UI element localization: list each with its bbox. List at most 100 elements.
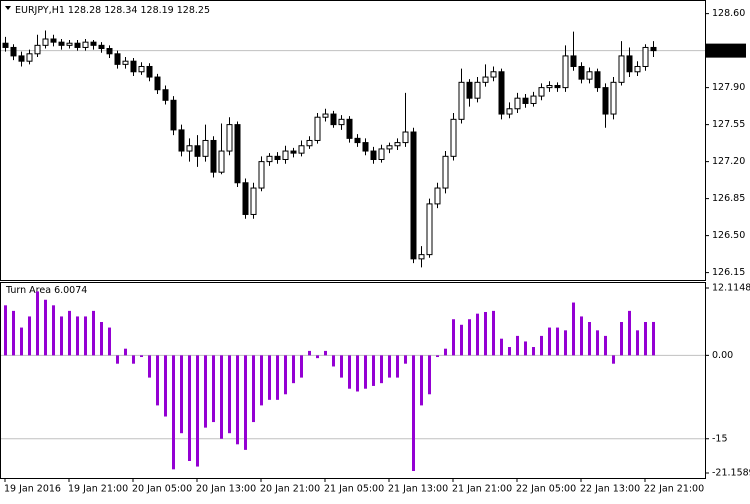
histogram-bar xyxy=(68,310,71,356)
x-tick-label: 20 Jan 21:00 xyxy=(260,484,320,495)
y-tick-label: 127.90 xyxy=(712,82,745,93)
histogram-bar xyxy=(644,321,647,356)
histogram-bar xyxy=(12,310,15,356)
histogram-bar xyxy=(188,355,191,461)
histogram-bar xyxy=(404,355,407,364)
histogram-bar xyxy=(652,321,655,356)
candle-body xyxy=(546,85,553,89)
histogram-bar xyxy=(460,324,463,356)
histogram-bar xyxy=(620,321,623,356)
histogram-bar xyxy=(452,319,455,356)
candle-body xyxy=(170,99,177,131)
candle-body xyxy=(578,65,585,80)
y-tick-label: -21.1589 xyxy=(712,468,750,479)
candle-body xyxy=(522,97,529,104)
histogram-bar xyxy=(108,327,111,356)
candle-body xyxy=(90,41,97,46)
candle-body xyxy=(250,187,257,215)
candle-body xyxy=(290,150,297,154)
y-tick-label: 12.1148 xyxy=(712,283,750,294)
histogram-bar xyxy=(484,311,487,356)
candle-body xyxy=(210,139,217,173)
last-low: 128.19 xyxy=(140,5,173,16)
histogram-bar xyxy=(140,355,143,358)
histogram-bar xyxy=(396,355,399,378)
histogram-bar xyxy=(300,355,303,378)
histogram-bar xyxy=(244,355,247,450)
candle-body xyxy=(378,148,385,160)
histogram-bar xyxy=(116,355,119,364)
last-close: 128.25 xyxy=(177,5,210,16)
histogram-bar xyxy=(564,330,567,356)
histogram-bar xyxy=(420,355,423,406)
symbol: EURJPY,H1 xyxy=(15,5,65,16)
candle-body xyxy=(34,44,41,55)
candle-body xyxy=(2,42,9,48)
x-tick-label: 22 Jan 05:00 xyxy=(516,484,576,495)
candle-body xyxy=(98,44,105,50)
candle-body xyxy=(10,46,17,57)
candle-body xyxy=(186,145,193,152)
histogram-bar xyxy=(260,355,263,406)
histogram-bar xyxy=(84,316,87,356)
candle-body xyxy=(570,55,577,67)
candle-body xyxy=(394,142,401,147)
last-price-box xyxy=(706,43,746,58)
candle-body xyxy=(274,155,281,160)
candle-body xyxy=(554,85,561,89)
candle-body xyxy=(282,150,289,160)
histogram-bar xyxy=(36,291,39,356)
histogram-bar xyxy=(412,355,415,472)
candle-body xyxy=(434,187,441,205)
candle-body xyxy=(482,76,489,83)
candle-body xyxy=(234,124,241,184)
y-tick-label: 126.85 xyxy=(712,193,745,204)
indicator-last: 6.0074 xyxy=(54,285,87,296)
candle-body xyxy=(538,87,545,97)
histogram-bar xyxy=(516,335,519,356)
histogram-bar xyxy=(580,316,583,356)
candle-body xyxy=(474,81,481,99)
histogram-bar xyxy=(204,355,207,428)
candle-body xyxy=(314,116,321,141)
histogram-bar xyxy=(476,313,479,356)
indicator-header: Turn Area 6.0074 xyxy=(5,285,87,296)
candle-body xyxy=(50,38,57,43)
histogram-bar xyxy=(612,355,615,364)
y-tick-label: 127.20 xyxy=(712,156,745,167)
candle-body xyxy=(194,145,201,157)
candle-body xyxy=(466,81,473,99)
candle-body xyxy=(370,150,377,160)
histogram-bar xyxy=(228,355,231,434)
histogram-bar xyxy=(148,355,151,378)
candle-body xyxy=(218,150,225,173)
candle-body xyxy=(506,108,513,115)
histogram-bar xyxy=(444,348,447,356)
candle-body xyxy=(202,139,209,157)
histogram-bar xyxy=(524,341,527,356)
candle-body xyxy=(530,95,537,104)
histogram-bar xyxy=(44,299,47,356)
candle-body xyxy=(106,48,113,55)
candle-body xyxy=(498,71,505,115)
candle-body xyxy=(162,89,169,101)
candle-body xyxy=(338,118,345,126)
histogram-bar xyxy=(316,355,319,359)
histogram-bar xyxy=(572,302,575,356)
candle-body xyxy=(418,254,425,260)
histogram-bar xyxy=(388,355,391,378)
candle-body xyxy=(610,81,617,115)
candle-body xyxy=(362,142,369,152)
histogram-bar xyxy=(268,355,271,400)
candle-body xyxy=(618,55,625,83)
candle-body xyxy=(458,81,465,120)
candle-body xyxy=(242,182,249,215)
candle-body xyxy=(146,65,153,78)
candle-body xyxy=(514,97,521,110)
histogram-bar xyxy=(252,355,255,423)
histogram-bar xyxy=(276,355,279,400)
candle-body xyxy=(298,145,305,154)
y-tick-label: 126.15 xyxy=(712,267,745,278)
y-tick-label: 126.50 xyxy=(712,230,745,241)
